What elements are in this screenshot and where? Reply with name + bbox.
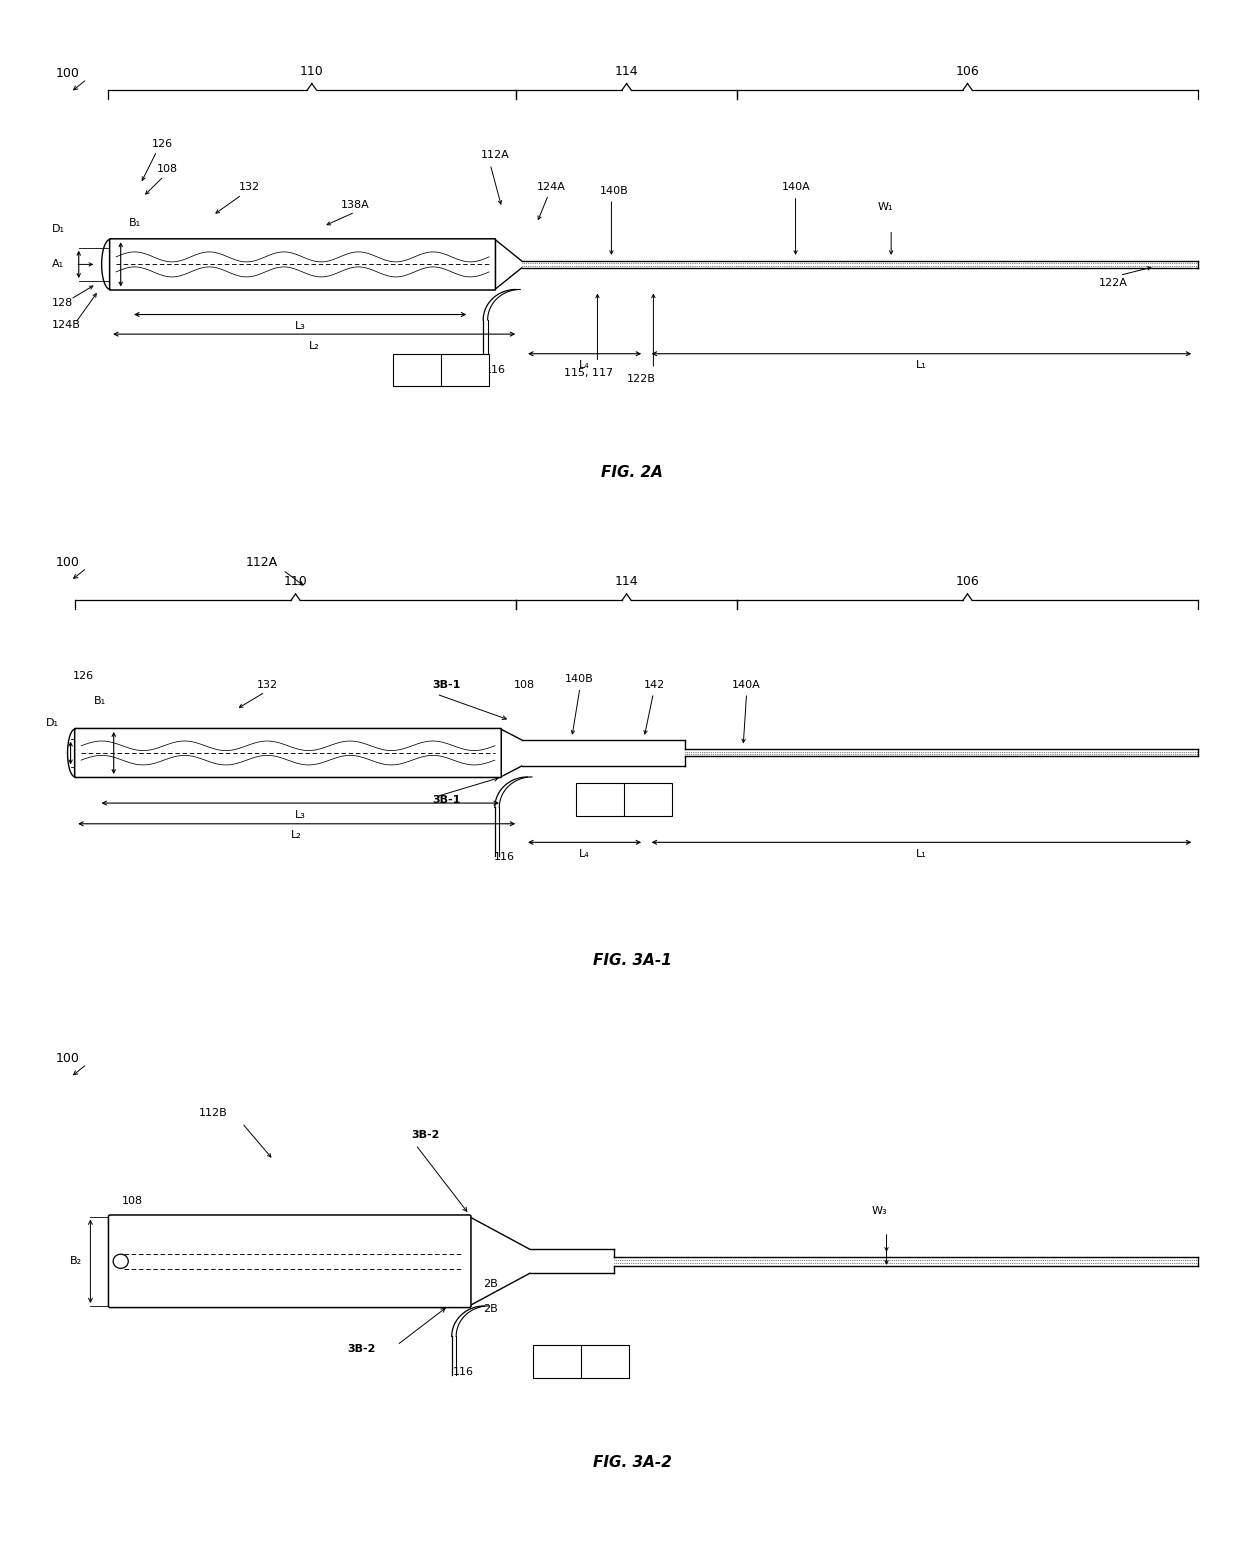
Bar — [393, 354, 489, 386]
Text: 126: 126 — [73, 672, 94, 681]
Text: L₁: L₁ — [916, 848, 926, 859]
FancyBboxPatch shape — [108, 1214, 471, 1307]
Text: 100: 100 — [56, 67, 79, 81]
Text: L₁: L₁ — [916, 360, 926, 371]
Text: 3B-2: 3B-2 — [410, 1131, 439, 1140]
Text: 116: 116 — [485, 366, 506, 375]
Text: D₁: D₁ — [52, 223, 64, 234]
Text: 126: 126 — [153, 138, 174, 149]
Text: 120: 120 — [407, 364, 428, 375]
Text: 138A: 138A — [341, 200, 370, 209]
Text: 118: 118 — [455, 364, 476, 375]
Text: 2B: 2B — [484, 1280, 498, 1289]
Text: W₁: W₁ — [877, 202, 893, 212]
Text: A₁: A₁ — [52, 259, 64, 270]
Text: 106: 106 — [956, 65, 980, 78]
Text: B₁: B₁ — [129, 219, 141, 228]
Text: 108: 108 — [156, 164, 179, 174]
Text: 122B: 122B — [627, 374, 656, 385]
Text: 120: 120 — [637, 794, 658, 805]
Text: FIG. 3A-1: FIG. 3A-1 — [593, 954, 672, 968]
Bar — [577, 783, 672, 816]
Text: B₂: B₂ — [71, 1256, 82, 1266]
Text: 110: 110 — [300, 65, 324, 78]
Text: 100: 100 — [56, 555, 79, 569]
Text: 140B: 140B — [564, 675, 594, 684]
Text: 116: 116 — [453, 1366, 474, 1377]
FancyBboxPatch shape — [109, 239, 496, 290]
Text: 122A: 122A — [1099, 278, 1127, 288]
Text: 142: 142 — [644, 679, 666, 690]
FancyBboxPatch shape — [74, 729, 501, 777]
Text: 2B: 2B — [484, 1304, 498, 1315]
Text: L₄: L₄ — [579, 360, 590, 371]
Text: 118: 118 — [590, 794, 611, 805]
Text: D₁: D₁ — [46, 718, 60, 727]
Text: 128: 128 — [52, 298, 73, 307]
Text: 110: 110 — [284, 575, 308, 588]
Text: 114: 114 — [615, 575, 639, 588]
Text: 108: 108 — [513, 679, 534, 690]
Text: 124A: 124A — [537, 183, 565, 192]
Text: L₃: L₃ — [295, 321, 305, 330]
Text: 112A: 112A — [246, 555, 278, 569]
Text: FIG. 3A-2: FIG. 3A-2 — [593, 1455, 672, 1470]
Text: B₁: B₁ — [94, 696, 105, 706]
Text: 140B: 140B — [600, 186, 629, 195]
Text: FIG. 2A: FIG. 2A — [601, 465, 663, 479]
Text: 116: 116 — [494, 851, 515, 862]
Text: L₂: L₂ — [291, 830, 303, 841]
Text: 140A: 140A — [732, 679, 760, 690]
Text: 140A: 140A — [781, 183, 811, 192]
Text: 118: 118 — [547, 1357, 568, 1366]
Text: 114: 114 — [615, 65, 639, 78]
Text: 112A: 112A — [481, 149, 510, 160]
Text: W₃: W₃ — [872, 1207, 887, 1216]
Text: L₂: L₂ — [309, 341, 320, 351]
Text: 120: 120 — [594, 1357, 615, 1366]
Bar — [533, 1345, 629, 1377]
Text: 108: 108 — [122, 1196, 143, 1205]
Text: 115, 117: 115, 117 — [563, 368, 613, 377]
Text: 3B-1: 3B-1 — [432, 796, 460, 805]
Text: 112B: 112B — [198, 1109, 228, 1118]
Text: 100: 100 — [56, 1052, 79, 1066]
Text: 3B-1: 3B-1 — [432, 679, 460, 690]
Text: 124B: 124B — [52, 320, 81, 330]
Text: 3B-2: 3B-2 — [347, 1343, 376, 1354]
Text: 106: 106 — [956, 575, 980, 588]
Text: 132: 132 — [238, 183, 259, 192]
Text: 132: 132 — [257, 679, 278, 690]
Text: L₃: L₃ — [295, 810, 305, 819]
Text: L₄: L₄ — [579, 848, 590, 859]
